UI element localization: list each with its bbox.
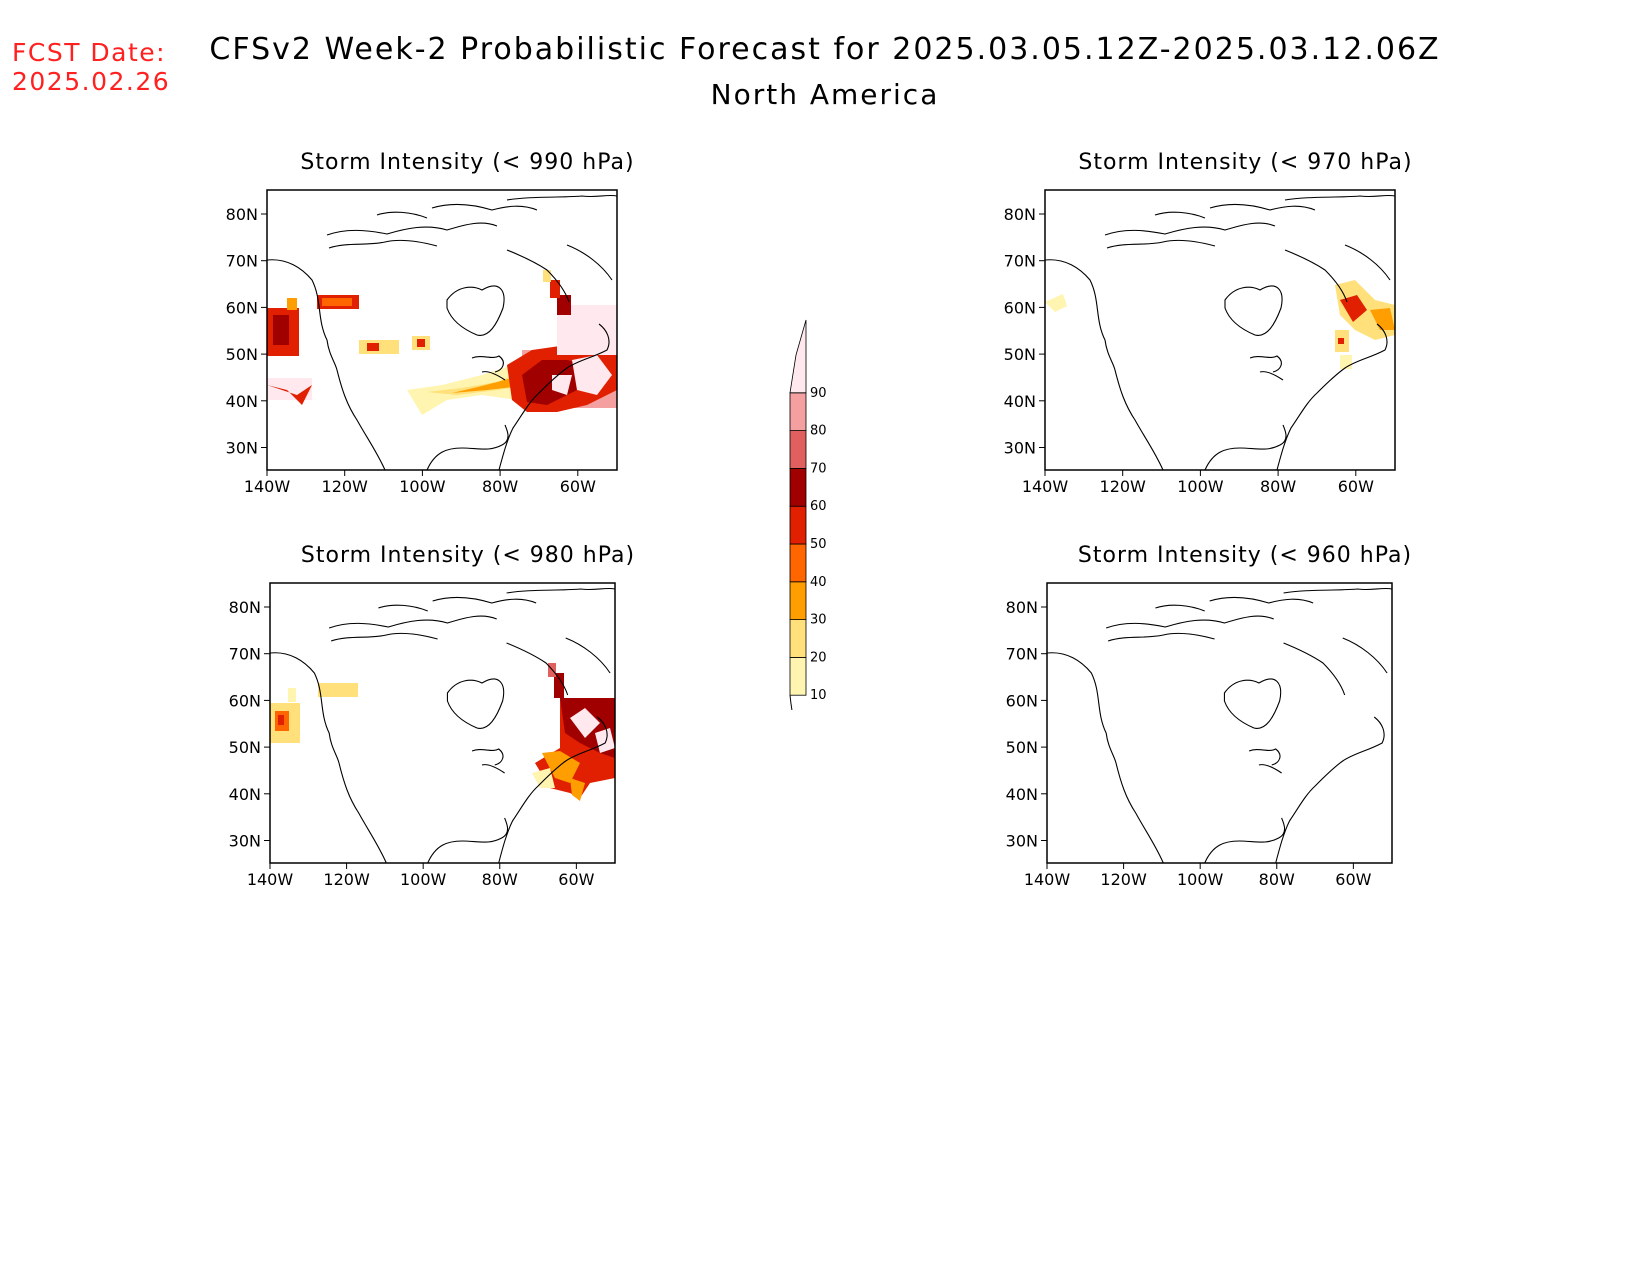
coastlines bbox=[269, 587, 616, 864]
lat-axis: 80N 70N 60N 50N 40N 30N bbox=[226, 205, 267, 458]
lat-axis: 80N 70N 60N 50N 40N 30N bbox=[229, 598, 270, 851]
lat-tick-label: 40N bbox=[229, 785, 261, 804]
lon-tick-label: 80W bbox=[482, 870, 518, 889]
lon-tick-label: 140W bbox=[244, 477, 291, 496]
lat-tick-label: 30N bbox=[226, 439, 258, 458]
lon-tick-label: 60W bbox=[560, 477, 596, 496]
lon-axis: 140W 120W 100W 80W 60W bbox=[1022, 470, 1374, 496]
lat-tick-label: 40N bbox=[1006, 785, 1038, 804]
lat-tick-label: 70N bbox=[1006, 645, 1038, 664]
lon-tick-label: 80W bbox=[1259, 870, 1295, 889]
lat-axis: 80N 70N 60N 50N 40N 30N bbox=[1004, 205, 1045, 458]
lon-tick-label: 140W bbox=[1022, 477, 1069, 496]
colorbar-swatch bbox=[789, 543, 807, 583]
colorbar-swatch bbox=[789, 505, 807, 545]
lon-tick-label: 120W bbox=[1100, 870, 1147, 889]
lon-axis: 140W 120W 100W 80W 60W bbox=[247, 863, 595, 889]
coastlines bbox=[1044, 194, 1396, 471]
lon-tick-label: 100W bbox=[1177, 477, 1224, 496]
map-960: 80N 70N 60N 50N 40N 30N 140W 120W 100W 80W 60W bbox=[1006, 582, 1393, 889]
fcst-date-value: 2025.02.26 bbox=[12, 67, 171, 96]
panel-title: Storm Intensity (< 970 hPa) bbox=[1078, 150, 1413, 175]
map-990: 80N 70N 60N 50N 40N 30N 140W 120W 100W 80W 60W bbox=[226, 189, 618, 496]
colorbar-label: 10 bbox=[810, 688, 827, 703]
lon-tick-label: 140W bbox=[247, 870, 294, 889]
lat-tick-label: 60N bbox=[226, 298, 258, 317]
colorbar-swatch bbox=[789, 430, 807, 469]
fcst-date-caption: FCST Date: bbox=[12, 38, 167, 67]
colorbar-swatch bbox=[789, 581, 807, 620]
lat-tick-label: 50N bbox=[226, 345, 258, 364]
colorbar-swatch bbox=[789, 619, 807, 658]
lon-tick-label: 100W bbox=[399, 477, 446, 496]
map-frame bbox=[269, 582, 616, 864]
coastlines bbox=[1046, 587, 1393, 864]
colorbar: 10 20 30 40 50 60 70 80 90 bbox=[789, 319, 827, 710]
panel-980: Storm Intensity (< 980 hPa) 80N 70N 60N 50N… bbox=[203, 538, 653, 908]
lon-tick-label: 80W bbox=[482, 477, 518, 496]
panel-title: Storm Intensity (< 980 hPa) bbox=[300, 543, 636, 568]
lat-tick-label: 60N bbox=[229, 691, 261, 710]
colorbar-swatch bbox=[789, 467, 807, 507]
lat-tick-label: 50N bbox=[1004, 345, 1036, 364]
colorbar-label: 20 bbox=[810, 650, 827, 665]
forecast-date-label: FCST Date: 2025.02.26 bbox=[12, 38, 170, 96]
lat-tick-label: 30N bbox=[229, 832, 261, 851]
colorbar-label: 40 bbox=[810, 575, 827, 590]
colorbar-label: 30 bbox=[810, 613, 827, 628]
map-frame bbox=[266, 189, 618, 471]
page-title: CFSv2 Week-2 Probabilistic Forecast for … bbox=[209, 32, 1441, 67]
panel-title: Storm Intensity (< 990 hPa) bbox=[300, 150, 635, 175]
probability-shading bbox=[1045, 280, 1395, 369]
colorbar-swatch bbox=[789, 319, 807, 394]
lon-axis: 140W 120W 100W 80W 60W bbox=[1024, 863, 1372, 889]
map-frame bbox=[1044, 189, 1396, 471]
lon-tick-label: 100W bbox=[400, 870, 447, 889]
colorbar-label: 80 bbox=[810, 424, 827, 439]
lat-tick-label: 30N bbox=[1006, 832, 1038, 851]
lat-tick-label: 70N bbox=[229, 645, 261, 664]
colorbar-label: 50 bbox=[810, 537, 827, 552]
map-970: 80N 70N 60N 50N 40N 30N 140W 120W 100W 80W 60W bbox=[1004, 189, 1396, 496]
lat-tick-label: 50N bbox=[1006, 738, 1038, 757]
lat-tick-label: 70N bbox=[1004, 252, 1036, 271]
map-frame bbox=[1046, 582, 1393, 864]
page-subtitle: North America bbox=[710, 78, 940, 111]
lat-tick-label: 80N bbox=[1004, 205, 1036, 224]
lon-tick-label: 120W bbox=[1100, 477, 1147, 496]
lon-tick-label: 120W bbox=[323, 870, 370, 889]
colorbar-label: 70 bbox=[810, 461, 827, 476]
probability-shading bbox=[270, 663, 615, 801]
lat-tick-label: 40N bbox=[226, 392, 258, 411]
lat-tick-label: 60N bbox=[1004, 298, 1036, 317]
lat-tick-label: 80N bbox=[226, 205, 258, 224]
lat-tick-label: 50N bbox=[229, 738, 261, 757]
lon-tick-label: 80W bbox=[1260, 477, 1296, 496]
colorbar-label: 60 bbox=[810, 499, 827, 514]
lon-tick-label: 60W bbox=[558, 870, 594, 889]
map-980: 80N 70N 60N 50N 40N 30N 140W 120W 100W 80W 60W bbox=[229, 582, 616, 889]
lat-tick-label: 40N bbox=[1004, 392, 1036, 411]
lon-tick-label: 120W bbox=[322, 477, 369, 496]
colorbar-swatch bbox=[789, 656, 807, 696]
lat-tick-label: 70N bbox=[226, 252, 258, 271]
panel-990: Storm Intensity (< 990 hPa) 80N 70N 60N 50N… bbox=[200, 145, 650, 515]
lon-tick-label: 100W bbox=[1177, 870, 1224, 889]
lat-tick-label: 30N bbox=[1004, 439, 1036, 458]
panel-title: Storm Intensity (< 960 hPa) bbox=[1077, 543, 1413, 568]
colorbar-label: 90 bbox=[810, 386, 827, 401]
lat-tick-label: 80N bbox=[1006, 598, 1038, 617]
panel-970: Storm Intensity (< 970 hPa) 80N 70N 60N 50N… bbox=[978, 145, 1428, 515]
lat-tick-label: 80N bbox=[229, 598, 261, 617]
colorbar-segments: 10 20 30 40 50 60 70 80 90 bbox=[789, 319, 827, 710]
lon-tick-label: 140W bbox=[1024, 870, 1071, 889]
lon-tick-label: 60W bbox=[1338, 477, 1374, 496]
lon-tick-label: 60W bbox=[1335, 870, 1371, 889]
coastlines bbox=[266, 194, 618, 471]
lat-tick-label: 60N bbox=[1006, 691, 1038, 710]
lon-axis: 140W 120W 100W 80W 60W bbox=[244, 470, 596, 496]
colorbar-swatch bbox=[789, 392, 807, 432]
lat-axis: 80N 70N 60N 50N 40N 30N bbox=[1006, 598, 1047, 851]
panel-960: Storm Intensity (< 960 hPa) 80N 70N 60N 50N… bbox=[980, 538, 1430, 908]
